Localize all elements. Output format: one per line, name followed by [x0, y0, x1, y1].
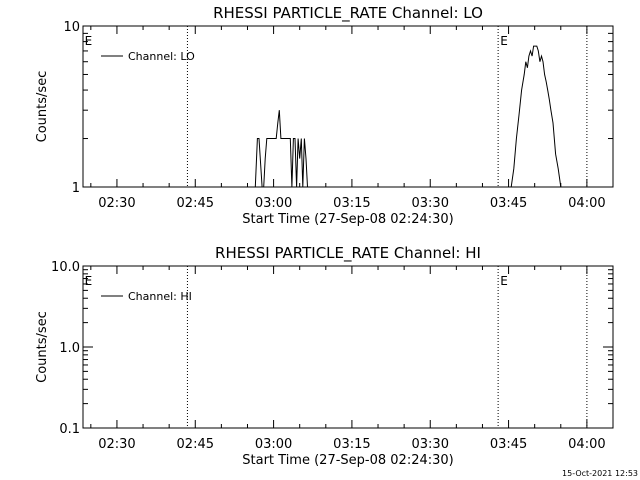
chart-panel-lo: RHESSI PARTICLE_RATE Channel: LO 02:30 02:… — [35, 4, 614, 227]
panel1-legend-label: Channel: HI — [128, 290, 192, 303]
panel0-series-line-1 — [510, 45, 562, 188]
panel1-flag-marker-1: E — [500, 274, 508, 288]
panel1-x-tick-label-5: 03:45 — [490, 437, 527, 452]
panel0-x-tick-label-2: 03:00 — [255, 196, 292, 211]
panel0-x-tick-label-5: 03:45 — [490, 196, 527, 211]
panel1-x-tick-label-0: 02:30 — [98, 437, 135, 452]
panel0-x-axis-label: Start Time (27-Sep-08 02:24:30) — [242, 212, 453, 227]
panel1-y-tick-label-0: 0.1 — [59, 422, 80, 437]
panel1-x-tick-label-3: 03:15 — [333, 437, 370, 452]
panel0-x-tick-label-1: 02:45 — [177, 196, 214, 211]
panel0-x-tick-label-6: 04:00 — [568, 196, 605, 211]
panel0-x-tick-label-4: 03:30 — [412, 196, 449, 211]
panel1-y-axis-label: Counts/sec — [35, 311, 50, 383]
panel1-x-tick-label-4: 03:30 — [412, 437, 449, 452]
panel1-chart-title: RHESSI PARTICLE_RATE Channel: HI — [215, 244, 481, 263]
panel0-flag-marker-1: E — [500, 34, 508, 48]
panel0-y-tick-label-1: 10 — [63, 20, 80, 35]
panel1-x-tick-label-2: 03:00 — [255, 437, 292, 452]
panel0-y-axis-label: Counts/sec — [35, 71, 50, 143]
panel0-series-line-0 — [254, 110, 308, 188]
panel1-x-axis-label: Start Time (27-Sep-08 02:24:30) — [242, 453, 453, 468]
panel0-y-tick-label-0: 1 — [72, 181, 80, 196]
panel0-x-tick-label-3: 03:15 — [333, 196, 370, 211]
panel1-flag-marker-0: E — [85, 274, 93, 288]
panel1-x-tick-label-1: 02:45 — [177, 437, 214, 452]
plot-timestamp: 15-Oct-2021 12:53 — [562, 469, 638, 478]
panel0-flag-marker-0: E — [85, 34, 93, 48]
panel0-plot-frame — [82, 25, 614, 188]
panel0-legend-label: Channel: LO — [128, 50, 195, 63]
chart-panel-hi: RHESSI PARTICLE_RATE Channel: HI 02:30 02:… — [35, 244, 614, 468]
panel1-y-tick-label-1: 1.0 — [59, 341, 80, 356]
panel0-x-tick-label-0: 02:30 — [98, 196, 135, 211]
panel1-x-tick-label-6: 04:00 — [568, 437, 605, 452]
panel0-chart-title: RHESSI PARTICLE_RATE Channel: LO — [213, 4, 483, 23]
panel1-y-tick-label-2: 10.0 — [51, 260, 80, 275]
